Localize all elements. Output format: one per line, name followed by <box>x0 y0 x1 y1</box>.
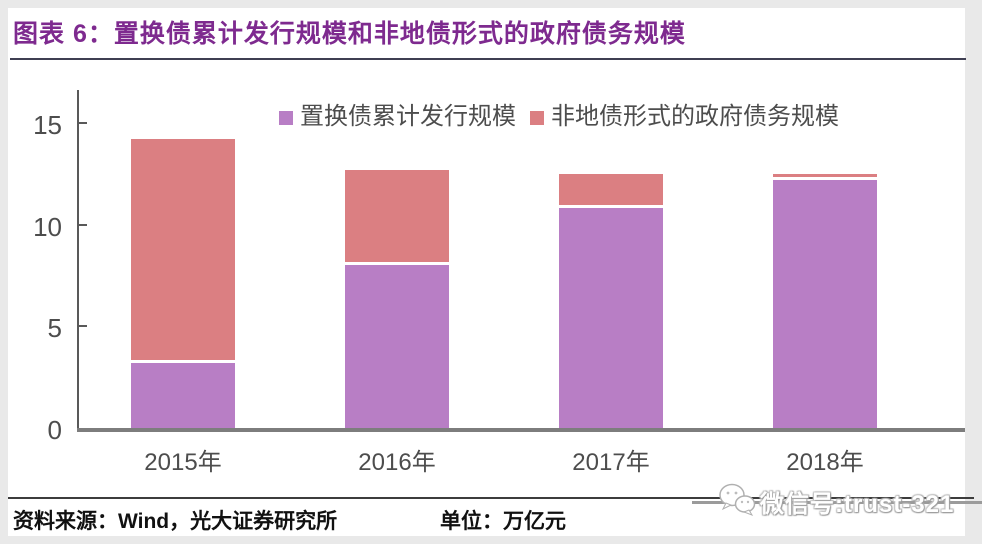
legend-swatch <box>530 111 544 125</box>
footer-divider <box>8 497 974 499</box>
legend-swatch <box>279 111 293 125</box>
x-axis-label: 2018年 <box>786 449 864 476</box>
title-rule <box>10 58 966 60</box>
legend-item: 置换债累计发行规模 <box>279 100 516 134</box>
wechat-icon <box>718 482 756 523</box>
watermark-line <box>692 501 982 504</box>
legend-label: 置换债累计发行规模 <box>300 103 516 130</box>
y-tick-label: 0 <box>47 415 62 445</box>
chart-legend: 置换债累计发行规模 非地债形式的政府债务规模 <box>279 100 839 134</box>
bar-segment-1-0 <box>131 139 235 363</box>
y-tick-mark <box>79 121 87 124</box>
legend-item: 非地债形式的政府债务规模 <box>530 100 839 134</box>
unit-text: 单位：万亿元 <box>440 510 566 533</box>
x-axis-label: 2017年 <box>572 449 650 476</box>
y-tick-label: 5 <box>47 313 62 344</box>
x-axis-line <box>77 428 965 432</box>
x-axis-label: 2016年 <box>358 449 436 476</box>
legend-label: 非地债形式的政府债务规模 <box>551 103 839 130</box>
bar-segment-1-2 <box>559 173 663 209</box>
watermark: 微信号:trust-321 <box>692 480 982 522</box>
bar-segment-0-1 <box>345 265 449 428</box>
y-tick-label: 15 <box>33 109 62 140</box>
bar-segment-0-2 <box>559 208 663 428</box>
y-tick-label: 10 <box>33 211 62 242</box>
y-tick-mark <box>79 223 87 226</box>
bar-segment-0-3 <box>773 179 877 428</box>
bar-segment-1-1 <box>345 169 449 266</box>
x-axis-label: 2015年 <box>144 449 222 476</box>
y-axis-line <box>77 90 79 432</box>
y-tick-mark <box>79 325 87 328</box>
figure-title: 图表 6：置换债累计发行规模和非地债形式的政府债务规模 <box>13 20 686 48</box>
bar-segment-0-0 <box>131 362 235 428</box>
bar-segment-1-3 <box>773 173 877 180</box>
watermark-text: 微信号:trust-321 <box>760 491 955 518</box>
source-text: 资料来源：Wind，光大证券研究所 <box>13 510 338 533</box>
